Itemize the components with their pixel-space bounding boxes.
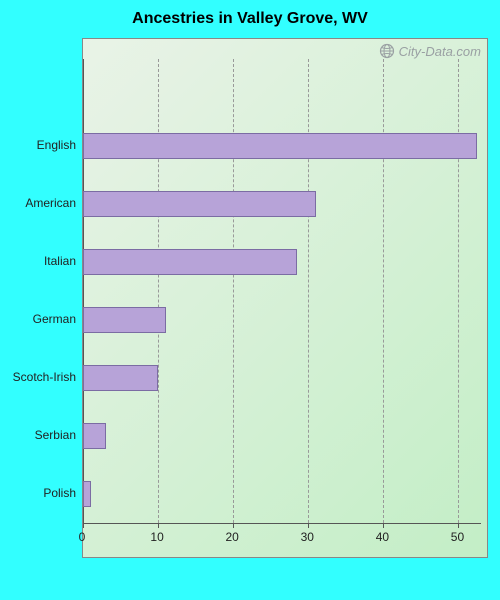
y-tick-label: Scotch-Irish — [0, 370, 76, 384]
bar — [83, 249, 297, 275]
x-tick-label: 30 — [301, 530, 314, 544]
bar — [83, 481, 91, 507]
x-tick-label: 50 — [451, 530, 464, 544]
chart-title: Ancestries in Valley Grove, WV — [0, 10, 500, 28]
watermark-text: City-Data.com — [399, 44, 481, 59]
x-tick-label: 20 — [226, 530, 239, 544]
x-tick-label: 0 — [79, 530, 86, 544]
x-tick — [308, 523, 309, 528]
y-tick-label: American — [0, 196, 76, 210]
y-axis-line — [83, 59, 84, 523]
bar — [83, 365, 158, 391]
x-tick-label: 10 — [150, 530, 163, 544]
grid-line — [308, 59, 309, 523]
y-tick-label: English — [0, 138, 76, 152]
chart-panel: City-Data.com — [82, 38, 488, 558]
x-tick — [458, 523, 459, 528]
y-tick-label: German — [0, 312, 76, 326]
y-tick-label: Polish — [0, 486, 76, 500]
x-tick — [83, 523, 84, 528]
y-tick-label: Serbian — [0, 428, 76, 442]
x-tick — [233, 523, 234, 528]
x-tick — [158, 523, 159, 528]
watermark: City-Data.com — [379, 43, 481, 59]
bar — [83, 423, 106, 449]
x-tick-label: 40 — [376, 530, 389, 544]
bar — [83, 191, 316, 217]
grid-line — [383, 59, 384, 523]
x-axis-line — [83, 523, 481, 524]
grid-line — [158, 59, 159, 523]
plot-area — [83, 59, 481, 523]
bar — [83, 307, 166, 333]
globe-icon — [379, 43, 395, 59]
grid-line — [233, 59, 234, 523]
grid-line — [458, 59, 459, 523]
x-tick — [383, 523, 384, 528]
bar — [83, 133, 477, 159]
y-tick-label: Italian — [0, 254, 76, 268]
